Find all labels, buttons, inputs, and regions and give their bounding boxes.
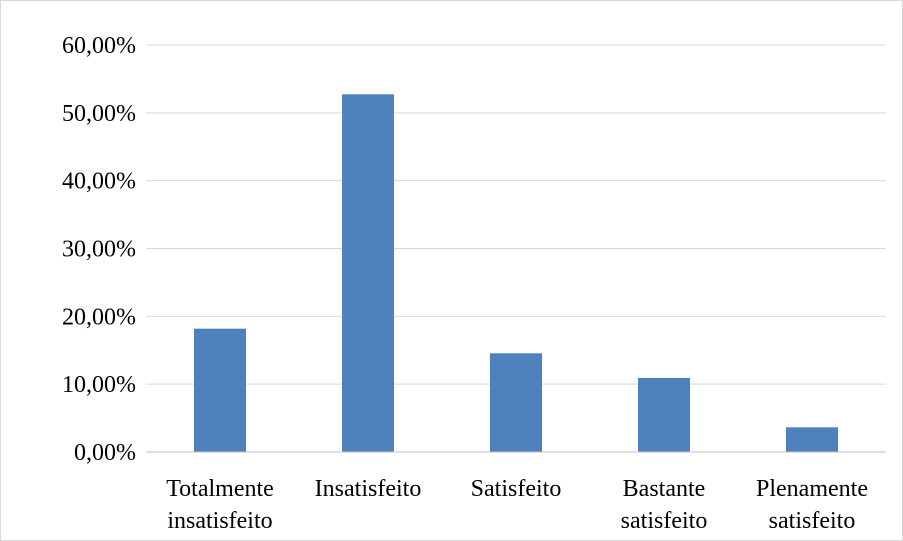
bars [194, 94, 838, 453]
x-category-label: satisfeito [621, 508, 708, 534]
x-category-label: satisfeito [769, 508, 856, 534]
y-tick-label: 10,00% [62, 372, 136, 398]
bar [490, 353, 542, 452]
y-tick-label: 50,00% [62, 101, 136, 127]
x-axis-category-labels: Totalmente insatisfeito Insatisfeito Satisf… [166, 476, 868, 534]
gridlines [146, 44, 886, 385]
x-category-label: Insatisfeito [315, 476, 422, 502]
bar [638, 377, 690, 452]
y-tick-label: 40,00% [62, 169, 136, 195]
y-tick-label: 30,00% [62, 237, 136, 263]
x-category-label: Satisfeito [471, 476, 562, 502]
y-tick-label: 60,00% [62, 33, 136, 59]
y-tick-label: 20,00% [62, 304, 136, 330]
bar [194, 328, 246, 452]
y-tick-label: 0,00% [74, 440, 136, 466]
bar [786, 427, 838, 452]
x-category-label: insatisfeito [167, 508, 272, 534]
bar [342, 94, 394, 453]
x-category-label: Bastante [623, 476, 706, 502]
x-category-label: Plenamente [756, 476, 868, 502]
y-axis-tick-labels: 0,00% 10,00% 20,00% 30,00% 40,00% 50,00% 60,00… [62, 33, 136, 466]
x-category-label: Totalmente [166, 476, 274, 502]
